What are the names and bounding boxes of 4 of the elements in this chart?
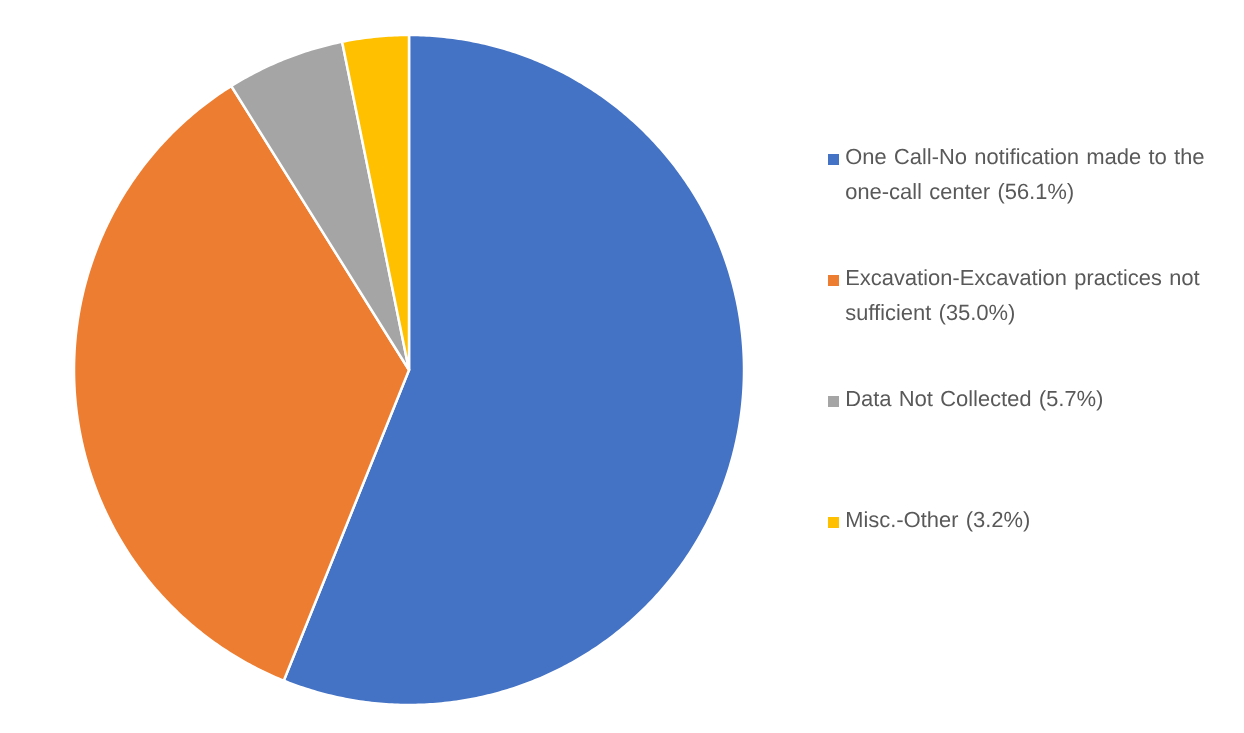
legend-label: Data Not Collected (5.7%) [847, 390, 1103, 411]
legend-label: Excavation-Excavation practices not sufficient (35.0%) [845, 269, 1200, 325]
legend-label: One Call-No notification made to the one-call center (56.1%) [846, 148, 1204, 204]
legend-label: Misc.-Other (3.2%) [847, 511, 1029, 532]
